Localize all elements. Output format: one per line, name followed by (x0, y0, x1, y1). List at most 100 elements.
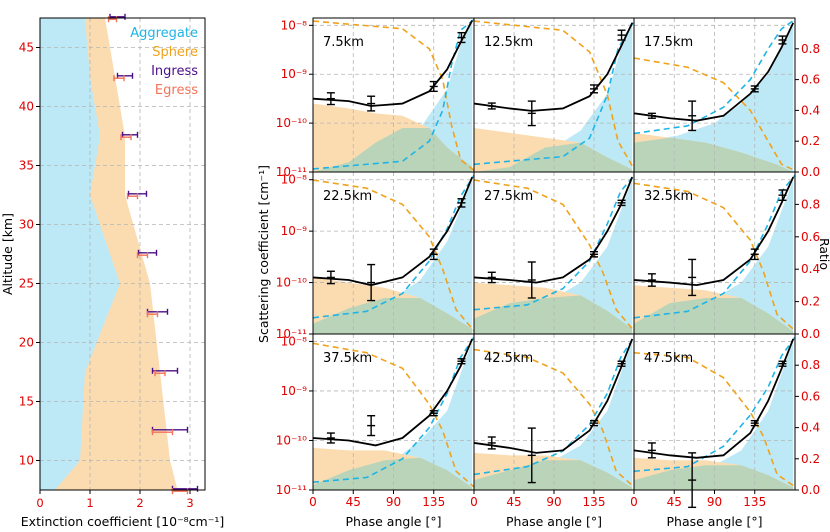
panel-plot-area (634, 172, 795, 334)
aggregate-ratio-line (474, 174, 634, 311)
panel-plot-area (474, 334, 634, 490)
sphere-ratio-line (474, 179, 634, 332)
aggregate-scattering-area (634, 179, 794, 334)
panel-12.5km: 12.5km (473, 17, 635, 173)
panel-rtick-label: 0.4 (801, 262, 820, 276)
fit-curve (474, 338, 634, 454)
left-ytick-label: 30 (19, 218, 34, 232)
panel-label: 47.5km (644, 351, 693, 366)
panel-xtick-label: 45 (667, 495, 682, 509)
aggregate-scattering-area (474, 179, 633, 334)
left-ytick-label: 10 (19, 454, 34, 468)
panel-rtick-label: 0.4 (801, 103, 820, 117)
sphere-ratio-line (474, 20, 634, 170)
panel-rtick-label: 0.0 (801, 483, 820, 497)
sphere-ratio-line (474, 348, 634, 488)
panel-x-axis-label: Phase angle [°] (667, 514, 763, 529)
legend-entry-sphere: Sphere (152, 45, 198, 60)
panel-rtick-label: 0.8 (801, 42, 820, 56)
aggregate-extinction-area (40, 18, 120, 490)
left-ytick-label: 20 (19, 336, 34, 350)
aggregate-ratio-line (313, 174, 474, 319)
panel-xtick-label: 90 (386, 495, 401, 509)
left-ytick-label: 40 (19, 100, 34, 114)
legend-entry-egress: Egress (155, 83, 198, 98)
aggregate-ratio-line (634, 336, 795, 473)
panel-rtick-label: 0.2 (801, 295, 820, 309)
panel-label: 12.5km (484, 35, 533, 50)
fit-curve (634, 176, 795, 287)
overlap-scattering-area (474, 460, 633, 490)
panel-x-axis-label: Phase angle [°] (506, 514, 602, 529)
panel-rtick-label: 0.0 (801, 327, 820, 341)
panel-label: 37.5km (323, 351, 372, 366)
panel-22.5km: 22.5km 10⁻¹¹ 10⁻¹⁰ 10⁻⁹ 10⁻⁸ (276, 171, 475, 341)
panel-grid: Scattering coefficient [cm⁻¹] Ratio (256, 165, 830, 343)
left-axes-frame (39, 17, 206, 491)
panel-xtick-label: 90 (707, 495, 722, 509)
fit-curve (313, 20, 474, 107)
legend-entry-aggregate: Aggregate (130, 26, 198, 41)
left-plot-area (40, 18, 205, 490)
panel-plot-area (313, 18, 474, 172)
left-chart: 0 1 2 3 10 15 20 25 30 35 40 45 Extinction coefficie… (0, 13, 224, 529)
fit-curve (634, 22, 795, 122)
panel-ytick-label: 10⁻⁸ (281, 334, 308, 348)
panel-ytick-label: 10⁻¹¹ (276, 483, 307, 497)
left-xtick-label: 3 (186, 496, 193, 510)
panel-plot-area (474, 18, 634, 172)
panel-ytick-label: 10⁻⁹ (281, 224, 308, 238)
panel-label: 17.5km (644, 35, 693, 50)
panel-xtick-label: 0 (630, 495, 638, 509)
panel-rtick-label: 0.8 (801, 197, 820, 211)
panel-ytick-label: 10⁻¹⁰ (276, 116, 307, 130)
panel-label: 7.5km (323, 35, 364, 50)
fit-curve (634, 338, 795, 459)
panel-xtick-label: 135 (743, 495, 766, 509)
fit-curve (474, 176, 634, 284)
panel-17.5km: 17.5km 0.0 0.2 0.4 0.6 0.8 (633, 17, 820, 179)
panel-ytick-label: 10⁻¹¹ (276, 327, 307, 341)
panel-label: 22.5km (323, 189, 372, 204)
panel-plot-area (474, 172, 634, 334)
panel-xtick-label: 135 (583, 495, 606, 509)
panel-xtick-label: 90 (546, 495, 561, 509)
left-ytick-label: 35 (19, 159, 34, 173)
panel-label: 32.5km (644, 189, 693, 204)
left-ytick-label: 15 (19, 395, 34, 409)
sphere-ratio-line (634, 351, 795, 488)
panel-plot-area (313, 334, 474, 490)
aggregate-scattering-area (474, 25, 633, 172)
panel-xtick-label: 45 (506, 495, 521, 509)
overlap-scattering-area (634, 298, 794, 334)
left-y-axis-label: Altitude [km] (0, 213, 15, 295)
panel-37.5km: 37.5km 10⁻¹¹ 10⁻¹⁰ 10⁻⁹ 10⁻⁸ 0 45 90 135 Phase an… (276, 333, 475, 529)
panel-xtick-label: 0 (309, 495, 317, 509)
panel-plot-area (313, 172, 474, 334)
left-x-axis-label: Extinction coefficient [10⁻⁸cm⁻¹] (21, 514, 224, 529)
panel-ytick-label: 10⁻⁹ (281, 67, 308, 81)
fit-curve (313, 338, 474, 447)
panel-ytick-label: 10⁻¹⁰ (276, 433, 307, 447)
overlap-scattering-area (634, 137, 794, 172)
sphere-ratio-line (634, 182, 795, 332)
panel-ytick-label: 10⁻¹¹ (276, 165, 307, 179)
aggregate-ratio-line (634, 174, 795, 319)
legend-entry-ingress: Ingress (151, 64, 198, 79)
panel-42.5km: 42.5km 0 45 90 135 Phase angle [°] (470, 333, 635, 529)
left-ytick-label: 45 (19, 41, 34, 55)
panel-rtick-label: 0.0 (801, 165, 820, 179)
panel-rtick-label: 0.6 (801, 389, 820, 403)
sphere-ratio-line (313, 179, 474, 332)
panel-plot-area (634, 334, 795, 490)
aggregate-scattering-area (313, 341, 473, 490)
panel-plot-area (634, 18, 795, 172)
overlap-scattering-area (474, 142, 633, 172)
panel-ytick-label: 10⁻⁸ (281, 173, 308, 187)
panel-47.5km: 47.5km 0.0 0.2 0.4 0.6 0.8 0 45 90 135 Phase angle… (630, 333, 820, 529)
panel-rtick-label: 0.8 (801, 358, 820, 372)
panel-rtick-label: 0.2 (801, 452, 820, 466)
overlap-scattering-area (313, 128, 473, 172)
panel-7.5km: 7.5km 10⁻¹¹ 10⁻¹⁰ 10⁻⁹ 10⁻⁸ (276, 17, 475, 179)
